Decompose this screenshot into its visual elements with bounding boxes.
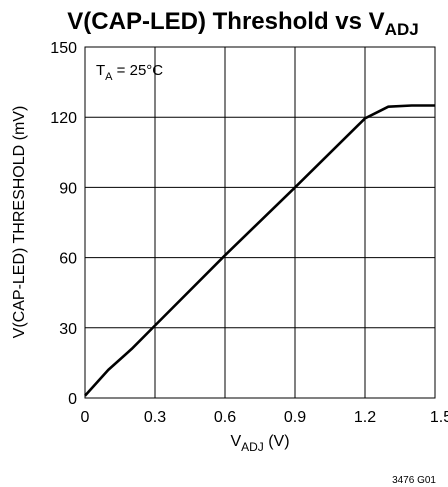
x-tick-label: 1.5 (430, 409, 448, 426)
y-tick-label: 90 (59, 180, 77, 197)
chart-title: V(CAP-LED) Threshold vs VADJ (67, 8, 418, 39)
x-tick-labels: 0 0.3 0.6 0.9 1.2 1.5 (81, 409, 448, 426)
temperature-annotation: TA = 25°C (96, 62, 163, 83)
grid (85, 47, 435, 398)
x-tick-label: 0.6 (214, 409, 236, 426)
y-axis-label: V(CAP-LED) THRESHOLD (mV) (11, 106, 28, 339)
plot-frame (84, 46, 436, 399)
x-axis-label: VADJ (V) (230, 433, 289, 454)
x-tick-label: 0 (81, 409, 90, 426)
x-tick-label: 0.9 (284, 409, 306, 426)
y-tick-label: 150 (50, 40, 77, 57)
y-tick-label: 30 (59, 321, 77, 338)
y-tick-label: 60 (59, 251, 77, 268)
y-tick-label: 120 (50, 110, 77, 127)
series-line (84, 104, 435, 397)
figure-id: 3476 G01 (392, 475, 436, 486)
x-tick-label: 0.3 (144, 409, 166, 426)
x-tick-label: 1.2 (354, 409, 376, 426)
y-tick-label: 0 (68, 391, 77, 408)
y-tick-labels: 0 30 60 90 120 150 (50, 40, 77, 408)
